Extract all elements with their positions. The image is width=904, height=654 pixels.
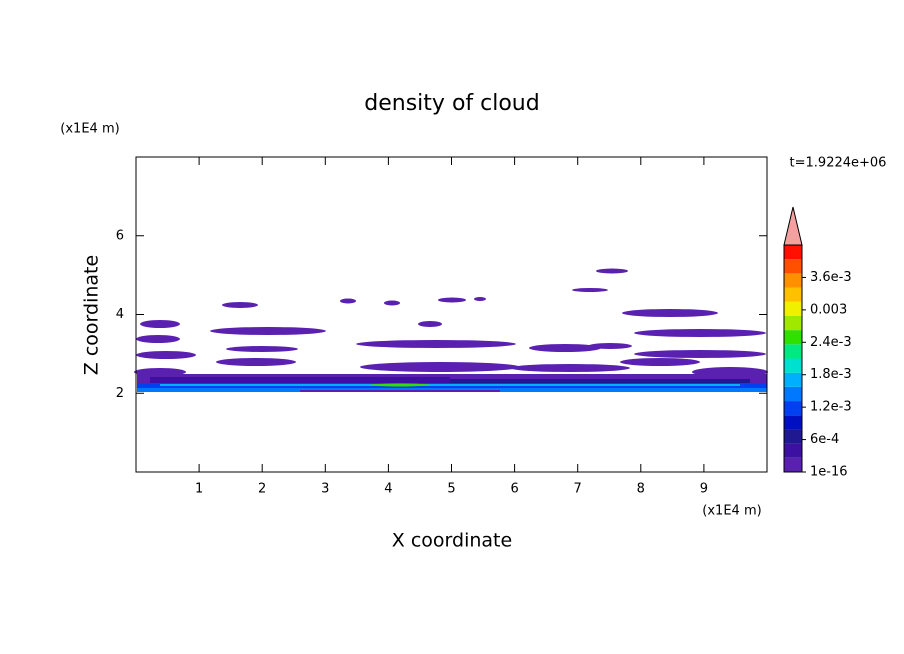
x-tick-label: 5	[447, 482, 455, 497]
x-tick-label: 2	[258, 482, 266, 497]
colorbar-tick-label: 2.4e-3	[810, 335, 852, 350]
colorbar-band	[784, 273, 802, 288]
x-axis-label: X coordinate	[392, 530, 512, 552]
colorbar-band	[784, 245, 802, 260]
colorbar-band	[784, 457, 802, 472]
colorbar-band	[784, 443, 802, 458]
colorbar-band	[784, 344, 802, 359]
colorbar-band	[784, 429, 802, 444]
x-tick-label: 1	[195, 482, 203, 497]
colorbar-band	[784, 358, 802, 373]
y-tick-label: 2	[116, 386, 124, 401]
colorbar-band	[784, 259, 802, 274]
colorbar-band	[784, 287, 802, 302]
colorbar-band	[784, 415, 802, 430]
colorbar-band	[784, 315, 802, 331]
y-tick-label: 4	[116, 307, 124, 322]
colorbar-band	[784, 372, 802, 387]
colorbar-tick-label: 1.8e-3	[810, 367, 852, 382]
x-tick-label: 6	[510, 482, 518, 497]
y-axis-label: Z coordinate	[81, 255, 103, 375]
time-label: t=1.9224e+06	[790, 156, 887, 171]
x-tick-label: 4	[384, 482, 392, 497]
colorbar-frame	[783, 244, 803, 473]
contour-field	[134, 268, 768, 392]
colorbar-tick-label: 6e-4	[810, 432, 839, 447]
colorbar-tick-label: 3.6e-3	[810, 270, 852, 285]
colorbar-tick-label: 1e-16	[810, 465, 848, 480]
colorbar-band	[784, 401, 802, 416]
y-tick-label: 6	[116, 228, 124, 243]
colorbar-tick-label: 0.003	[810, 302, 847, 317]
colorbar-extend	[783, 206, 803, 246]
colorbar-band	[784, 330, 802, 345]
colorbar-tick-label: 1.2e-3	[810, 400, 852, 415]
x-tick-label: 7	[574, 482, 582, 497]
x-tick-label: 8	[637, 482, 645, 497]
x-tick-label: 3	[321, 482, 329, 497]
colorbar-band	[784, 301, 802, 316]
colorbar-band	[784, 386, 802, 402]
y-unit: (x1E4 m)	[60, 122, 119, 137]
chart-title: density of cloud	[364, 91, 539, 116]
x-tick-label: 9	[700, 482, 708, 497]
x-unit: (x1E4 m)	[702, 504, 761, 519]
